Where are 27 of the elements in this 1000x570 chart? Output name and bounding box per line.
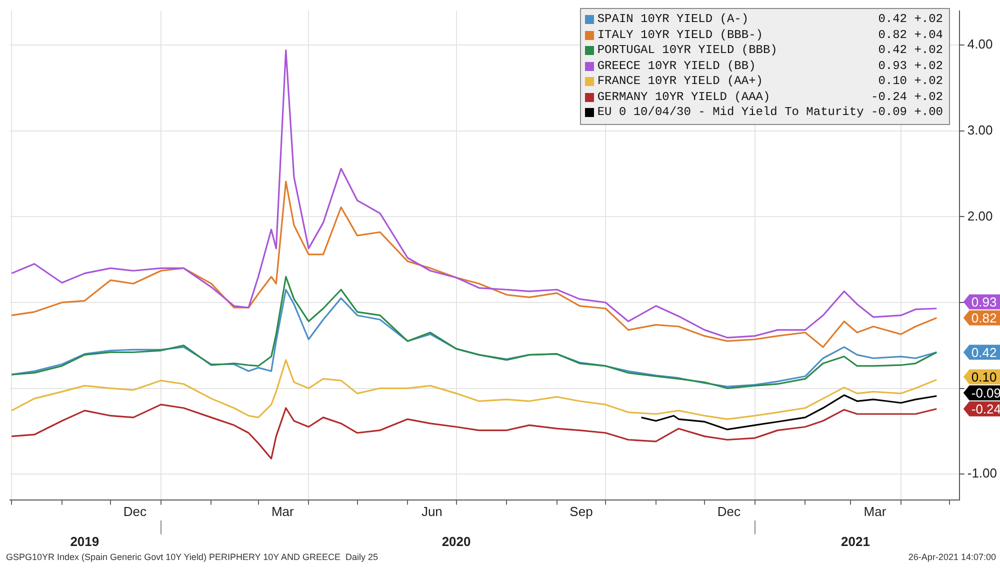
- x-tick-label: Mar: [864, 504, 887, 520]
- x2-tick-label: 2021: [841, 534, 870, 549]
- x-tick-label: Sep: [570, 504, 593, 520]
- y-tick-label: -1.00: [967, 466, 998, 481]
- annotation: 0.42: [971, 344, 997, 360]
- legend-label: FRANCE 10YR YIELD (AA+) 0.10 +.02: [597, 74, 943, 90]
- legend-label: GREECE 10YR YIELD (BB) 0.93 +.02: [597, 58, 943, 74]
- x2-tick-label: 2019: [70, 534, 100, 549]
- annotation: 0.10: [971, 369, 997, 384]
- legend-label: ITALY 10YR YIELD (BBB-) 0.82 +.04: [597, 28, 943, 43]
- legend-label: EU 0 10/04/30 - Mid Yield To Maturity -0.09 +.00: [597, 105, 943, 120]
- text: GSPG10YR Index (Spain Generic Govt 10Y Yield) PERIPHERY 10Y AND GREECE Daily 25: [6, 552, 378, 562]
- legend-label: PORTUGAL 10YR YIELD (BBB) 0.42 +.02: [597, 43, 943, 58]
- text: 26-Apr-2021 14:07:00: [908, 552, 996, 562]
- annotation: 0.82: [971, 310, 997, 326]
- x-tick-label: Mar: [271, 504, 295, 520]
- y-tick-label: 4.00: [967, 36, 993, 52]
- x-tick-label: Dec: [123, 504, 148, 520]
- legend-label: SPAIN 10YR YIELD (A-) 0.42 +.02: [597, 12, 943, 28]
- annotation: -0.09: [971, 385, 1000, 400]
- legend-label: GERMANY 10YR YIELD (AAA) -0.24 +.02: [597, 90, 943, 105]
- x-tick-label: Dec: [717, 504, 741, 520]
- y-tick-label: 3.00: [967, 122, 993, 138]
- x-tick-label: Jun: [421, 504, 442, 520]
- y-tick-label: 2.00: [967, 208, 993, 224]
- x2-tick-label: 2020: [442, 534, 471, 549]
- annotation: 0.93: [971, 294, 997, 310]
